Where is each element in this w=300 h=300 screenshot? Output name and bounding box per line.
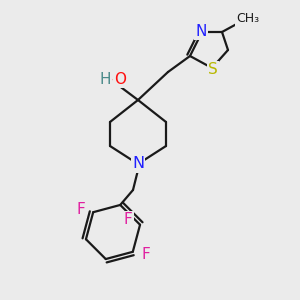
Text: N: N xyxy=(195,23,207,38)
Text: S: S xyxy=(208,62,218,77)
Text: F: F xyxy=(77,202,85,217)
Text: F: F xyxy=(124,212,132,227)
Text: F: F xyxy=(141,247,150,262)
Text: -: - xyxy=(111,71,117,86)
Text: O: O xyxy=(114,71,126,86)
Text: CH₃: CH₃ xyxy=(236,13,260,26)
Text: N: N xyxy=(132,157,144,172)
Text: H: H xyxy=(99,71,111,86)
